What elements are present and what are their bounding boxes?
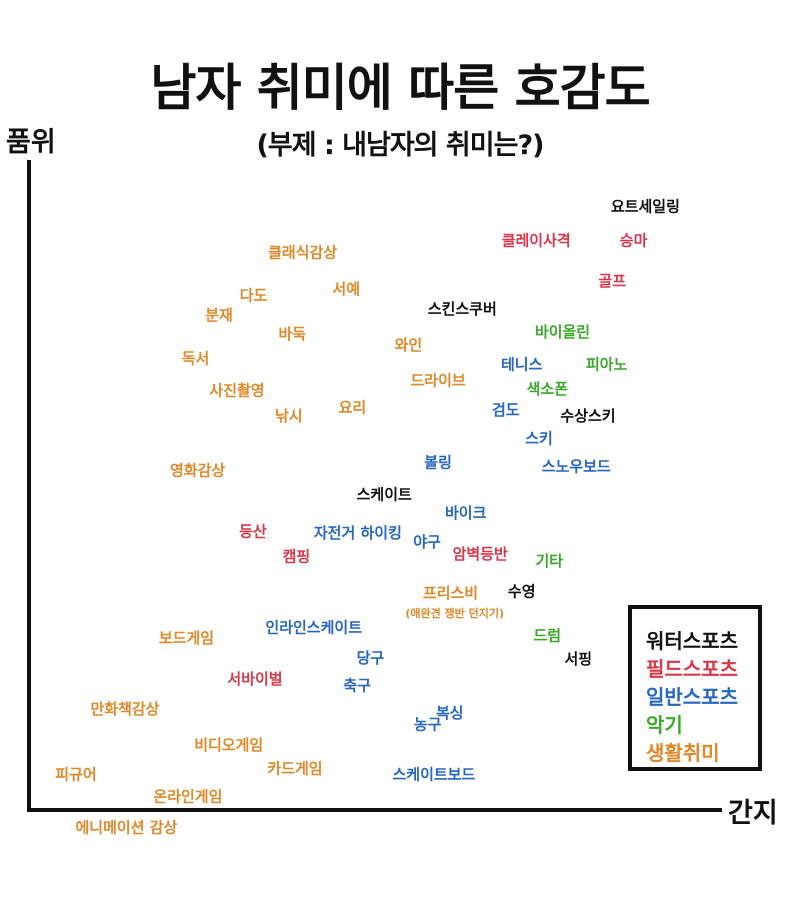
point-label: 요리: [339, 399, 367, 417]
point-label: 서바이벌: [227, 670, 282, 688]
point-label: 서핑: [564, 650, 592, 668]
point-label: 승마: [620, 232, 648, 250]
point-label: 자전거 하이킹: [314, 524, 402, 542]
legend-item-field-sports: 필드스포츠: [646, 657, 738, 681]
point-label: 만화책감상: [90, 700, 159, 718]
point-label: 당구: [357, 649, 385, 667]
point-label: 농구: [414, 715, 442, 733]
point-label: 스키: [525, 429, 553, 447]
point-label: 클래식감상: [268, 244, 337, 262]
point-label: 바둑: [278, 325, 306, 343]
legend-item-instruments: 악기: [646, 713, 683, 737]
point-label: 영화감상: [170, 461, 225, 479]
point-label: 복싱: [436, 704, 464, 722]
point-label: 스케이트: [357, 486, 412, 504]
point-label: 사진촬영: [209, 381, 264, 399]
point-label: 드라이브: [410, 372, 465, 390]
point-label: 다도: [240, 287, 268, 305]
point-label: 클레이사격: [502, 232, 571, 250]
legend-item-lifestyle: 생활취미: [646, 741, 720, 765]
point-label: 등산: [239, 523, 267, 541]
point-label: 암벽등반: [453, 545, 508, 563]
point-label: 요트세일링: [611, 198, 680, 216]
y-axis-label: 품위: [6, 127, 56, 158]
point-label: 낚시: [275, 407, 303, 425]
point-label: 카드게임: [267, 760, 322, 778]
point-label: 분재: [205, 306, 233, 324]
point-label: 보드게임: [159, 629, 214, 647]
point-label: 드럼: [533, 626, 561, 644]
x-axis-label: 간지: [728, 798, 778, 829]
point-label: 스케이트보드: [392, 765, 475, 783]
point-label: 비디오게임: [194, 736, 263, 754]
chart-subtitle: (부제 : 내남자의 취미는?): [256, 130, 545, 161]
point-label: 테니스: [501, 356, 543, 374]
point-label: 서예: [332, 280, 360, 298]
point-label: (애완견 쟁반 던지기): [405, 606, 504, 620]
point-label: 피아노: [586, 356, 628, 374]
point-label: 캠핑: [283, 548, 311, 566]
point-label: 축구: [343, 676, 371, 694]
legend-item-water-sports: 워터스포츠: [646, 629, 738, 653]
point-label: 야구: [413, 533, 441, 551]
point-label: 색소폰: [527, 380, 569, 398]
point-label: 검도: [492, 401, 520, 419]
point-label: 수영: [508, 582, 536, 600]
point-label: 프리스비: [423, 584, 478, 602]
point-label: 에니메이션 감상: [75, 818, 177, 836]
legend: 워터스포츠 필드스포츠 일반스포츠 악기 생활취미: [628, 605, 762, 771]
point-label: 바이크: [445, 504, 487, 522]
point-label: 온라인게임: [153, 788, 222, 806]
point-label: 스노우보드: [542, 458, 611, 476]
point-label: 독서: [182, 349, 210, 367]
point-label: 피규어: [55, 765, 96, 783]
point-label: 볼링: [424, 454, 452, 472]
point-label: 수상스키: [560, 407, 615, 425]
point-label: 인라인스케이트: [265, 619, 362, 637]
point-label: 와인: [395, 336, 423, 354]
legend-item-general-sports: 일반스포츠: [646, 685, 738, 709]
point-label: 바이올린: [535, 323, 590, 341]
point-label: 스킨스쿠버: [428, 300, 497, 318]
point-label: 기타: [535, 552, 563, 570]
point-label: 골프: [598, 272, 626, 290]
chart-title: 남자 취미에 따른 호감도: [150, 59, 650, 117]
